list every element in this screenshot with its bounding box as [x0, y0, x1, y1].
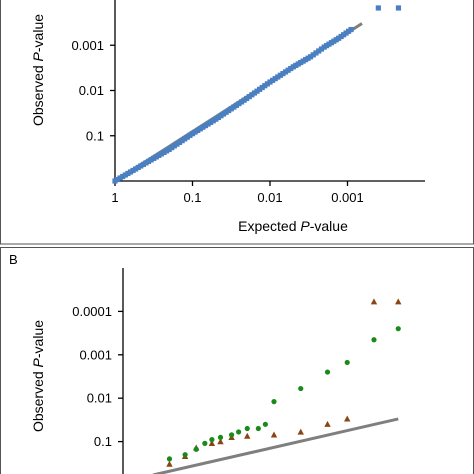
panel-b-circle-point — [202, 440, 208, 446]
panel-b-y-tick-label: 0.0001 — [72, 304, 112, 319]
panel-a-point — [307, 54, 314, 60]
panel-b-circle-point — [217, 434, 224, 440]
panel-a-point — [318, 46, 325, 52]
panel-b-frame — [0, 247, 474, 474]
panel-a-x-axis-title: Expected P-value — [238, 218, 348, 234]
panel-b-circle-point — [271, 399, 277, 405]
panel-b-circle-point — [166, 456, 173, 462]
panel-b: B 0.1 0.01 0.001 0.0001 Observed P-value — [0, 247, 474, 474]
panel-a-x-tick-label: 1 — [111, 190, 118, 205]
panel-a-x-tick-label: 0.001 — [331, 190, 364, 205]
panel-b-circle-point — [236, 429, 242, 435]
panel-a-x-tick-label: 0.1 — [183, 190, 201, 205]
panel-b-circle-point — [371, 337, 377, 343]
panel-a-point — [348, 26, 354, 33]
panel-b-y-axis-title: Observed P-value — [30, 320, 46, 432]
panel-b-triangle-point — [166, 460, 173, 467]
panel-b-points — [166, 298, 402, 467]
panel-b-triangle-point — [395, 298, 402, 305]
panel-b-circle-point — [262, 421, 268, 427]
panel-b-y-ticks: 0.1 0.01 0.001 0.0001 — [72, 304, 123, 449]
panel-b-circle-point — [255, 425, 261, 432]
panel-a-point — [313, 50, 319, 56]
panel-b-y-tick-label: 0.001 — [79, 347, 112, 362]
panel-a-x-ticks: 1 0.1 0.01 0.001 — [111, 181, 364, 205]
panel-b-circle-point — [228, 432, 235, 438]
panel-b-circle-point — [324, 369, 331, 375]
panel-b-triangle-point — [208, 439, 216, 446]
panel-b-triangle-point — [370, 298, 378, 305]
panel-a-point — [310, 52, 316, 58]
panel-b-triangle-point — [244, 432, 251, 439]
panel-a-y-axis-title: Observed P-value — [30, 14, 46, 126]
panel-b-circle-point — [298, 385, 304, 392]
panel-a-frame — [0, 0, 474, 245]
panel-b-triangle-point — [324, 420, 331, 427]
panel-b-circle-point — [395, 326, 401, 332]
panel-b-triangle-point — [270, 431, 278, 438]
panel-b-y-tick-label: 0.1 — [94, 434, 112, 449]
panel-a-point — [395, 5, 402, 11]
panel-b-circle-point — [182, 452, 188, 458]
panel-a-points — [112, 5, 402, 184]
panel-a-x-tick-label: 0.01 — [257, 190, 282, 205]
panel-b-circle-point — [193, 446, 199, 452]
panel-a-y-tick-label: 0.1 — [86, 128, 104, 143]
panel-b-triangle-point — [217, 438, 224, 445]
panel-b-triangle-point — [297, 428, 304, 435]
panel-a-y-tick-label: 0.001 — [71, 38, 104, 53]
panel-a-y-ticks: 0.1 0.01 0.001 — [71, 38, 115, 143]
panel-b-y-tick-label: 0.01 — [87, 391, 112, 406]
panel-a: 1 0.1 0.01 0.001 0.1 0.01 0.001 Expected P-va… — [0, 0, 474, 245]
panel-b-reference-line — [152, 417, 399, 474]
panel-b-triangle-point — [344, 415, 351, 422]
panel-b-circle-point — [209, 437, 215, 443]
panel-a-point — [316, 48, 322, 54]
panel-a-point — [375, 5, 381, 11]
panel-b-letter: B — [9, 252, 18, 267]
panel-b-circle-point — [344, 359, 350, 366]
panel-a-y-tick-label: 0.01 — [79, 83, 104, 98]
panel-b-circle-point — [244, 425, 250, 432]
